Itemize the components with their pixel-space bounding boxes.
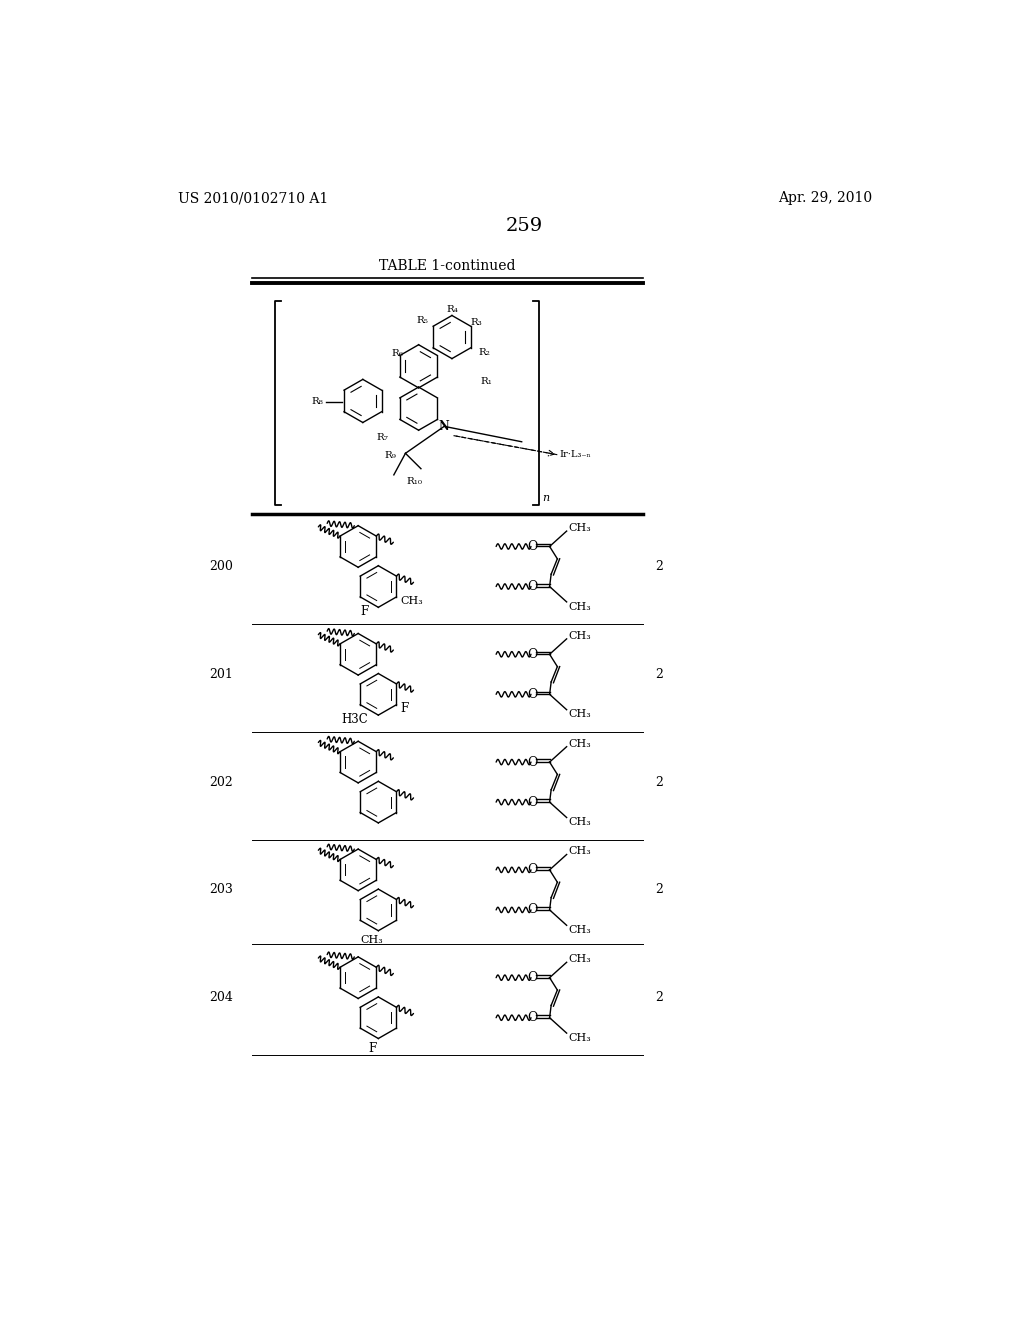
Text: R₈: R₈ — [311, 397, 324, 407]
Text: Apr. 29, 2010: Apr. 29, 2010 — [778, 191, 872, 206]
Text: 202: 202 — [209, 776, 233, 788]
Text: 204: 204 — [209, 991, 233, 1005]
Text: 2: 2 — [655, 560, 663, 573]
Text: CH₃: CH₃ — [568, 709, 591, 719]
Text: CH₃: CH₃ — [400, 595, 423, 606]
Text: O: O — [527, 1011, 538, 1024]
Text: O: O — [527, 579, 538, 593]
Text: O: O — [527, 903, 538, 916]
Text: CH₃: CH₃ — [568, 817, 591, 828]
Text: O: O — [527, 796, 538, 809]
Text: R₂: R₂ — [478, 348, 490, 356]
Text: CH₃: CH₃ — [360, 935, 384, 945]
Text: R₄: R₄ — [446, 305, 458, 314]
Text: 203: 203 — [209, 883, 233, 896]
Text: R₃: R₃ — [471, 318, 482, 327]
Text: TABLE 1-continued: TABLE 1-continued — [379, 259, 515, 273]
Text: O: O — [527, 972, 538, 985]
Text: CH₃: CH₃ — [568, 954, 591, 964]
Text: 2: 2 — [655, 991, 663, 1005]
Text: H3C: H3C — [341, 713, 369, 726]
Text: 2: 2 — [655, 668, 663, 681]
Text: F: F — [400, 702, 409, 715]
Text: CH₃: CH₃ — [568, 1032, 591, 1043]
Text: R₇: R₇ — [376, 433, 388, 442]
Text: Ir·L₃₋ₙ: Ir·L₃₋ₙ — [560, 450, 592, 459]
Text: F: F — [360, 606, 369, 619]
Text: R₆: R₆ — [391, 348, 402, 358]
Text: 200: 200 — [209, 560, 233, 573]
Text: R₉: R₉ — [384, 451, 396, 461]
Text: N: N — [439, 420, 450, 433]
Text: R₅: R₅ — [417, 315, 428, 325]
Text: O: O — [527, 755, 538, 768]
Text: US 2010/0102710 A1: US 2010/0102710 A1 — [178, 191, 329, 206]
Text: CH₃: CH₃ — [568, 602, 591, 611]
Text: 2: 2 — [655, 883, 663, 896]
Text: CH₃: CH₃ — [568, 739, 591, 748]
Text: O: O — [527, 648, 538, 661]
Text: CH₃: CH₃ — [568, 631, 591, 640]
Text: 2: 2 — [655, 776, 663, 788]
Text: CH₃: CH₃ — [568, 925, 591, 935]
Text: O: O — [527, 540, 538, 553]
Text: O: O — [527, 688, 538, 701]
Text: R₁: R₁ — [480, 378, 492, 387]
Text: n: n — [542, 492, 549, 503]
Text: CH₃: CH₃ — [568, 523, 591, 533]
Text: F: F — [368, 1043, 376, 1056]
Text: CH₃: CH₃ — [568, 846, 591, 857]
Text: O: O — [527, 863, 538, 876]
Text: R₁₀: R₁₀ — [407, 478, 423, 486]
Text: 259: 259 — [506, 218, 544, 235]
Text: 201: 201 — [209, 668, 233, 681]
